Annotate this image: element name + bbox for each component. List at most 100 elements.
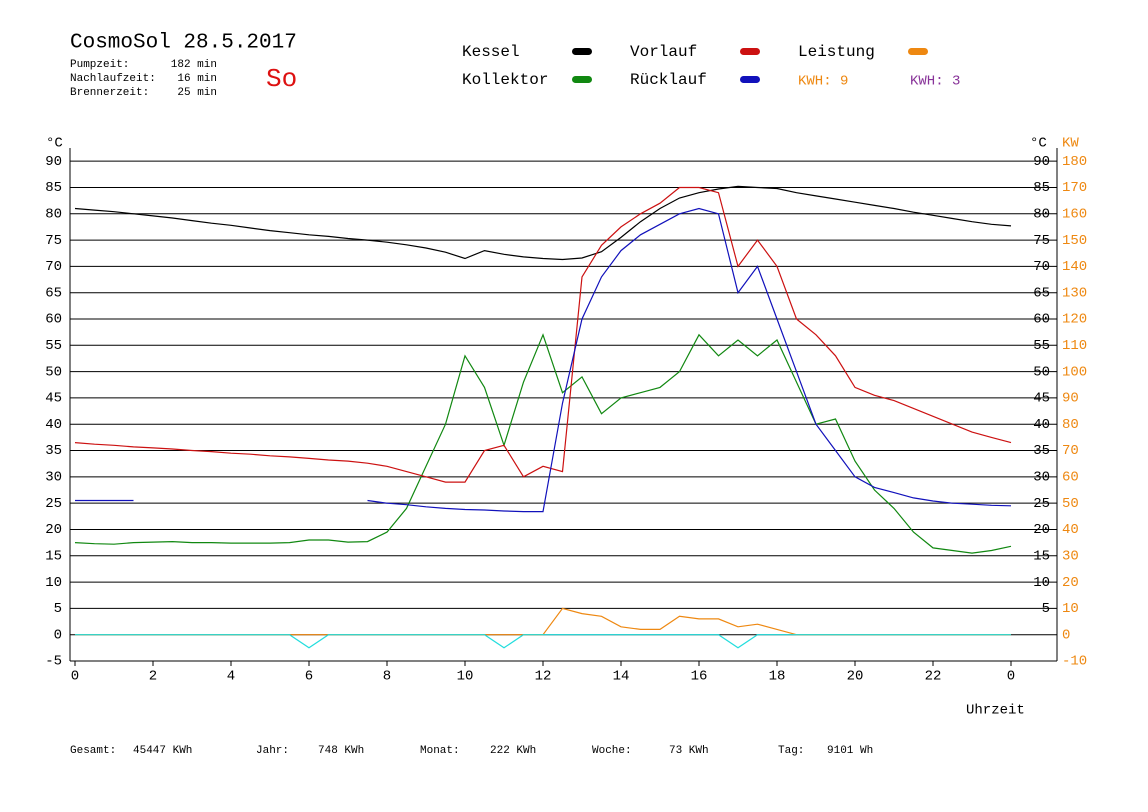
x-tick-label: 2: [149, 669, 157, 685]
y-right-tick-label: 15: [1033, 548, 1050, 564]
y-tick-label: 10: [45, 575, 62, 591]
legend-label: Leistung: [798, 43, 875, 61]
y2-tick-label: 100: [1062, 364, 1087, 380]
y-tick-label: 85: [45, 180, 62, 196]
y-tick-label: 20: [45, 522, 62, 538]
y2-tick-label: 160: [1062, 206, 1087, 222]
y2-tick-label: -10: [1062, 654, 1087, 670]
legend-swatch: [572, 48, 592, 55]
y2-tick-label: 20: [1062, 575, 1079, 591]
y2-axis-label: KW: [1062, 136, 1079, 152]
stat-value: 182 min: [171, 59, 217, 71]
y2-tick-label: 120: [1062, 312, 1087, 328]
x-tick-label: 10: [457, 669, 474, 685]
y-tick-label: 65: [45, 285, 62, 301]
total-value: 222 KWh: [490, 745, 536, 757]
y2-tick-label: 40: [1062, 522, 1079, 538]
x-tick-label: 14: [613, 669, 630, 685]
legend-swatch: [740, 48, 760, 55]
x-tick-label: 8: [383, 669, 391, 685]
legend-swatch: [908, 48, 928, 55]
y-right-tick-label: 35: [1033, 443, 1050, 459]
y2-tick-label: 10: [1062, 601, 1079, 617]
chart-title: CosmoSol 28.5.2017: [70, 32, 297, 55]
y-right-tick-label: 90: [1033, 154, 1050, 170]
x-axis-label: Uhrzeit: [966, 703, 1025, 719]
y-axis-label-right: °C: [1030, 136, 1047, 152]
y-right-tick-label: 60: [1033, 312, 1050, 328]
series-line: [75, 207, 1012, 513]
y2-tick-label: 90: [1062, 391, 1079, 407]
x-tick-label: 18: [769, 669, 786, 685]
total-label: Monat:: [420, 745, 460, 757]
y-tick-label: 45: [45, 391, 62, 407]
y-tick-label: 75: [45, 233, 62, 249]
total-label: Gesamt:: [70, 745, 116, 757]
y-right-tick-label: 5: [1042, 601, 1050, 617]
series-line: [74, 185, 1012, 261]
x-tick-label: 0: [71, 669, 79, 685]
kwh-label: KWH: 9: [798, 74, 848, 90]
series-line: [74, 333, 1012, 554]
y2-tick-label: 170: [1062, 180, 1087, 196]
total-label: Woche:: [592, 745, 632, 757]
y-tick-label: 70: [45, 259, 62, 275]
y-right-tick-label: 75: [1033, 233, 1050, 249]
legend-label: Vorlauf: [630, 43, 697, 61]
y2-tick-label: 130: [1062, 285, 1087, 301]
y-right-tick-label: 50: [1033, 364, 1050, 380]
legend-swatch: [740, 76, 760, 83]
total-label: Jahr:: [256, 745, 289, 757]
y2-tick-label: 80: [1062, 417, 1079, 433]
stat-label: Nachlaufzeit:: [70, 73, 156, 85]
y-right-tick-label: 85: [1033, 180, 1050, 196]
total-value: 9101 Wh: [827, 745, 873, 757]
x-tick-label: 22: [925, 669, 942, 685]
stat-label: Brennerzeit:: [70, 87, 149, 99]
x-tick-label: 6: [305, 669, 313, 685]
legend-swatch: [572, 76, 592, 83]
y-tick-label: 40: [45, 417, 62, 433]
y2-tick-label: 50: [1062, 496, 1079, 512]
x-tick-label: 0: [1007, 669, 1015, 685]
stat-value: 25 min: [177, 87, 217, 99]
total-value: 73 KWh: [669, 745, 709, 757]
y-tick-label: 50: [45, 364, 62, 380]
x-tick-label: 20: [847, 669, 864, 685]
x-tick-label: 16: [691, 669, 708, 685]
day-label: So: [266, 64, 297, 94]
y-tick-label: 30: [45, 470, 62, 486]
y-right-tick-label: 25: [1033, 496, 1050, 512]
x-tick-label: 12: [535, 669, 552, 685]
y-tick-label: 25: [45, 496, 62, 512]
y-right-tick-label: 65: [1033, 285, 1050, 301]
legend-label: Kessel: [462, 43, 520, 61]
y2-tick-label: 150: [1062, 233, 1087, 249]
total-label: Tag:: [778, 745, 804, 757]
y2-tick-label: 0: [1062, 627, 1070, 643]
x-tick-label: 4: [227, 669, 235, 685]
series-line: [75, 607, 1011, 636]
total-value: 45447 KWh: [133, 745, 192, 757]
y-right-tick-label: 45: [1033, 391, 1050, 407]
y2-tick-label: 180: [1062, 154, 1087, 170]
y-tick-label: 90: [45, 154, 62, 170]
y-right-tick-label: 70: [1033, 259, 1050, 275]
y-tick-label: -5: [45, 654, 62, 670]
y2-tick-label: 30: [1062, 548, 1079, 564]
y-tick-label: 60: [45, 312, 62, 328]
y-tick-label: 35: [45, 443, 62, 459]
legend-label: Kollektor: [462, 71, 548, 89]
y-right-tick-label: 80: [1033, 206, 1050, 222]
y2-tick-label: 60: [1062, 470, 1079, 486]
series-line: [75, 634, 1011, 649]
kwh-label: KWH: 3: [910, 74, 960, 90]
stat-label: Pumpzeit:: [70, 59, 129, 71]
y-tick-label: 15: [45, 548, 62, 564]
y-right-tick-label: 55: [1033, 338, 1050, 354]
y-right-tick-label: 20: [1033, 522, 1050, 538]
y-right-tick-label: 10: [1033, 575, 1050, 591]
total-value: 748 KWh: [318, 745, 364, 757]
y2-tick-label: 70: [1062, 443, 1079, 459]
